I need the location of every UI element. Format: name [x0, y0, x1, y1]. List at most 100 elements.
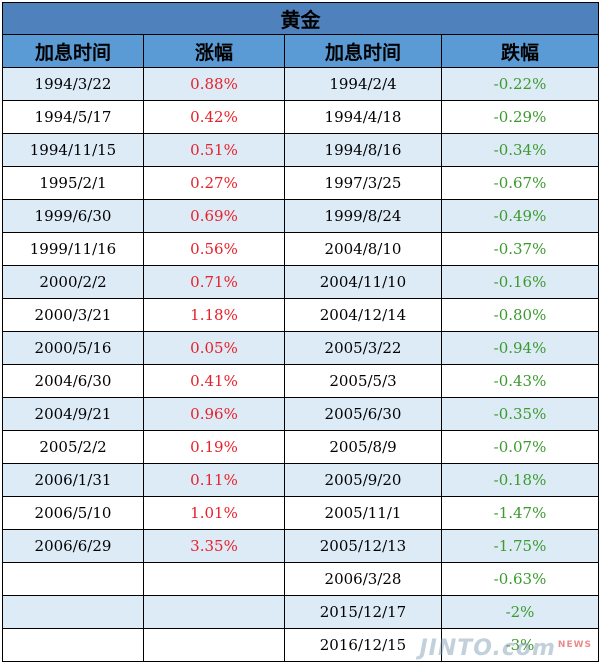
cell-hike-date-up [2, 628, 144, 662]
cell-hike-date-down: 2005/8/9 [284, 430, 442, 464]
cell-rise-pct: 0.71% [143, 265, 285, 299]
table-row: 2015/12/17 -2% [2, 595, 599, 629]
cell-hike-date-up: 2006/1/31 [2, 463, 144, 497]
cell-hike-date-down: 1994/2/4 [284, 67, 442, 101]
table-row: 1999/6/30 0.69% 1999/8/24 -0.49% [2, 199, 599, 233]
cell-rise-pct: 3.35% [143, 529, 285, 563]
cell-rise-pct [143, 628, 285, 662]
table-row: 2000/2/2 0.71% 2004/11/10 -0.16% [2, 265, 599, 299]
cell-hike-date-up: 2000/3/21 [2, 298, 144, 332]
cell-hike-date-down: 2004/8/10 [284, 232, 442, 266]
cell-rise-pct: 0.88% [143, 67, 285, 101]
cell-fall-pct: -0.49% [441, 199, 599, 233]
cell-hike-date-down: 1997/3/25 [284, 166, 442, 200]
cell-fall-pct: -0.37% [441, 232, 599, 266]
table-row: 2006/3/28 -0.63% [2, 562, 599, 596]
cell-rise-pct: 0.96% [143, 397, 285, 431]
table-row: 2016/12/15 -3% [2, 628, 599, 662]
cell-fall-pct: -1.47% [441, 496, 599, 530]
cell-rise-pct: 0.42% [143, 100, 285, 134]
cell-rise-pct: 0.69% [143, 199, 285, 233]
cell-hike-date-up: 2004/6/30 [2, 364, 144, 398]
table-row: 1994/5/17 0.42% 1994/4/18 -0.29% [2, 100, 599, 134]
header-hike-date-up: 加息时间 [2, 34, 144, 68]
watermark-logo: JINTO.com NEWS [419, 636, 592, 661]
table-row: 1999/11/16 0.56% 2004/8/10 -0.37% [2, 232, 599, 266]
cell-fall-pct: -3% [441, 628, 599, 662]
cell-fall-pct: -0.67% [441, 166, 599, 200]
cell-rise-pct: 0.19% [143, 430, 285, 464]
table-row: 1994/3/22 0.88% 1994/2/4 -0.22% [2, 67, 599, 101]
cell-hike-date-up: 2005/2/2 [2, 430, 144, 464]
cell-hike-date-down: 2005/12/13 [284, 529, 442, 563]
cell-fall-pct: -0.35% [441, 397, 599, 431]
cell-hike-date-up: 2006/5/10 [2, 496, 144, 530]
table-row: 2004/6/30 0.41% 2005/5/3 -0.43% [2, 364, 599, 398]
table-row: 2005/2/2 0.19% 2005/8/9 -0.07% [2, 430, 599, 464]
cell-fall-pct: -0.43% [441, 364, 599, 398]
cell-fall-pct: -0.34% [441, 133, 599, 167]
cell-rise-pct [143, 562, 285, 596]
cell-hike-date-down: 2004/11/10 [284, 265, 442, 299]
cell-hike-date-up: 1999/6/30 [2, 199, 144, 233]
cell-fall-pct: -0.29% [441, 100, 599, 134]
watermark-badge: NEWS [557, 639, 592, 650]
header-fall-pct: 跌幅 [441, 34, 599, 68]
cell-rise-pct: 1.18% [143, 298, 285, 332]
cell-rise-pct [143, 595, 285, 629]
table-row: 2006/5/10 1.01% 2005/11/1 -1.47% [2, 496, 599, 530]
table-body: 1994/3/22 0.88% 1994/2/4 -0.22% 1994/5/17 0.4… [2, 67, 599, 662]
cell-rise-pct: 0.05% [143, 331, 285, 365]
cell-hike-date-up: 1994/3/22 [2, 67, 144, 101]
cell-rise-pct: 1.01% [143, 496, 285, 530]
cell-hike-date-up: 2000/5/16 [2, 331, 144, 365]
cell-fall-pct: -0.80% [441, 298, 599, 332]
cell-hike-date-down: 1999/8/24 [284, 199, 442, 233]
table-row: 1995/2/1 0.27% 1997/3/25 -0.67% [2, 166, 599, 200]
cell-rise-pct: 0.41% [143, 364, 285, 398]
cell-hike-date-down: 2005/6/30 [284, 397, 442, 431]
cell-hike-date-up: 2000/2/2 [2, 265, 144, 299]
cell-hike-date-up [2, 595, 144, 629]
table-row: 2000/5/16 0.05% 2005/3/22 -0.94% [2, 331, 599, 365]
cell-hike-date-down: 2005/3/22 [284, 331, 442, 365]
cell-hike-date-down: 2006/3/28 [284, 562, 442, 596]
cell-fall-pct: -0.18% [441, 463, 599, 497]
cell-hike-date-up: 1994/5/17 [2, 100, 144, 134]
table-row: 1994/11/15 0.51% 1994/8/16 -0.34% [2, 133, 599, 167]
cell-fall-pct: -0.22% [441, 67, 599, 101]
cell-hike-date-down: 2005/5/3 [284, 364, 442, 398]
cell-fall-pct: -0.63% [441, 562, 599, 596]
table-title: 黄金 [2, 2, 599, 35]
cell-fall-pct: -0.16% [441, 265, 599, 299]
table-row: 2006/1/31 0.11% 2005/9/20 -0.18% [2, 463, 599, 497]
header-rise-pct: 涨幅 [143, 34, 285, 68]
cell-hike-date-up: 2006/6/29 [2, 529, 144, 563]
cell-hike-date-up: 1995/2/1 [2, 166, 144, 200]
cell-hike-date-up: 1994/11/15 [2, 133, 144, 167]
cell-hike-date-up: 2004/9/21 [2, 397, 144, 431]
cell-hike-date-down: 1994/4/18 [284, 100, 442, 134]
cell-rise-pct: 0.51% [143, 133, 285, 167]
cell-fall-pct: -0.07% [441, 430, 599, 464]
header-hike-date-down: 加息时间 [284, 34, 442, 68]
cell-hike-date-up: 1999/11/16 [2, 232, 144, 266]
watermark-text: JINTO.com [419, 636, 556, 661]
cell-fall-pct: -2% [441, 595, 599, 629]
table-row: 2000/3/21 1.18% 2004/12/14 -0.80% [2, 298, 599, 332]
cell-hike-date-down: 2015/12/17 [284, 595, 442, 629]
cell-rise-pct: 0.27% [143, 166, 285, 200]
cell-hike-date-down: 2005/11/1 [284, 496, 442, 530]
table-row: 2006/6/29 3.35% 2005/12/13 -1.75% [2, 529, 599, 563]
cell-rise-pct: 0.56% [143, 232, 285, 266]
cell-hike-date-down: 2005/9/20 [284, 463, 442, 497]
cell-fall-pct: -0.94% [441, 331, 599, 365]
cell-hike-date-up [2, 562, 144, 596]
cell-fall-pct: -1.75% [441, 529, 599, 563]
cell-rise-pct: 0.11% [143, 463, 285, 497]
cell-hike-date-down: 1994/8/16 [284, 133, 442, 167]
cell-hike-date-down: 2016/12/15 [284, 628, 442, 662]
table-row: 2004/9/21 0.96% 2005/6/30 -0.35% [2, 397, 599, 431]
